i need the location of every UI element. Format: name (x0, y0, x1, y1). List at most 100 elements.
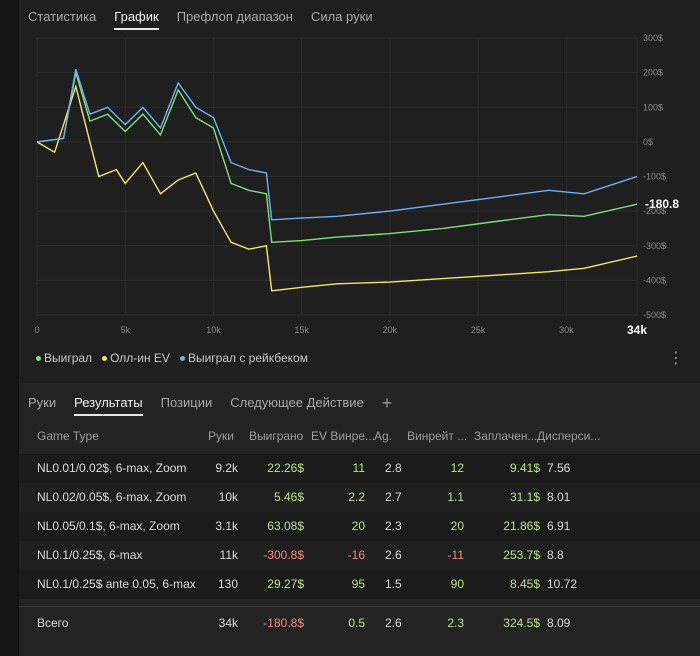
legend-item-rakeback[interactable]: Выиграл с рейкбеком (179, 351, 308, 365)
table-row[interactable]: NL0.02/0.05$, 6-max, Zoom 10k 5.46$ 2.2 … (19, 483, 700, 512)
col-game-type[interactable]: Game Type (37, 429, 99, 443)
cell-variance: 6.91 (547, 519, 571, 533)
cell-aggression: 2.3 (385, 519, 402, 533)
cell-won: 5.46$ (273, 490, 304, 504)
chart-grid (36, 37, 638, 316)
more-options-icon[interactable]: ⋮ (668, 350, 684, 367)
cell-ev-winrate: 2.2 (348, 490, 365, 504)
cell-hands: 3.1k (215, 519, 238, 533)
cell-game-type: NL0.1/0.25$, 6-max (37, 548, 143, 562)
cell-winrate: 20 (450, 519, 464, 533)
cell-paid: 324.5$ (503, 616, 540, 630)
tab-results[interactable]: Результаты (65, 389, 151, 417)
cell-winrate: 12 (450, 461, 464, 475)
winnings-chart: 300$200$100$0$-100$-200$-300$-400$-500$ … (34, 34, 679, 337)
series-line-1 (36, 83, 638, 292)
cell-won: -180.8$ (263, 616, 304, 630)
total-divider (19, 606, 700, 607)
x-tick-label: 25k (471, 325, 486, 335)
cell-winrate: -11 (447, 548, 464, 562)
legend-item-won[interactable]: Выиграл (36, 351, 92, 365)
cell-paid: 21.86$ (503, 519, 540, 533)
col-hands[interactable]: Руки (208, 429, 234, 443)
cell-game-type: NL0.1/0.25$ ante 0.05, 6-max (37, 577, 196, 591)
col-paid[interactable]: Заплачен... (474, 429, 538, 443)
cell-game-type: NL0.02/0.05$, 6-max, Zoom (37, 490, 187, 504)
table-row[interactable]: NL0.05/0.1$, 6-max, Zoom 3.1k 63.08$ 20 … (19, 512, 700, 541)
cell-hands: 10k (218, 490, 238, 504)
x-tick-label: 10k (206, 325, 221, 335)
y-axis-ticks: 300$ 200$ 100$ 0$ -100$ -200$ -300$ -400$ -500$ (643, 34, 666, 320)
x-tick-label: 5k (120, 325, 130, 335)
x-tick-label: 20k (383, 325, 398, 335)
graph-panel (19, 0, 700, 383)
table-header: Game Type Руки Выиграно EV Винре... Ag. … (19, 422, 700, 450)
chart-series (36, 68, 638, 292)
y-tick-label: -300$ (643, 241, 666, 251)
y-tick-label: 100$ (643, 102, 663, 112)
total-row[interactable]: Всего 34k -180.8$ 0.5 2.6 2.3 324.5$ 8.0… (19, 609, 700, 638)
cell-won: 63.08$ (267, 519, 304, 533)
cell-won: 22.26$ (267, 461, 304, 475)
cell-winrate: 90 (450, 577, 464, 591)
add-tab-icon[interactable]: + (381, 393, 393, 413)
x-tick-label: 30k (559, 325, 574, 335)
cell-ev-winrate: -16 (347, 548, 365, 562)
series-line-0 (36, 72, 638, 244)
cell-aggression: 2.6 (385, 616, 402, 630)
cell-paid: 253.7$ (503, 548, 540, 562)
x-axis-ticks: 0 5k 10k 15k 20k 25k 30k (34, 325, 574, 335)
tab-hand-strength[interactable]: Сила руки (310, 9, 373, 24)
col-variance[interactable]: Дисперси... (537, 429, 601, 443)
cell-ev-winrate: 0.5 (348, 616, 365, 630)
cell-variance: 8.01 (547, 490, 571, 504)
tab-statistics[interactable]: Статистика (28, 9, 97, 24)
col-ev-winrate[interactable]: EV Винре... (311, 429, 376, 443)
legend-label: Выиграл (44, 351, 93, 365)
cell-hands: 130 (217, 577, 238, 591)
cell-aggression: 1.5 (385, 577, 402, 591)
y-tick-label: -500$ (643, 310, 666, 320)
tab-graph[interactable]: График (105, 0, 167, 34)
cell-variance: 8.8 (547, 548, 564, 562)
cell-won: -300.8$ (263, 548, 304, 562)
table-row[interactable]: NL0.1/0.25$, 6-max 11k -300.8$ -16 2.6 -… (19, 541, 700, 570)
cell-ev-winrate: 11 (352, 461, 365, 475)
chart-legend: Выиграл Олл-ин EV Выиграл с рейкбеком (36, 351, 318, 365)
legend-dot-icon (36, 355, 41, 361)
tab-positions[interactable]: Позиции (160, 395, 213, 410)
legend-dot-icon (102, 355, 108, 361)
end-value-label: -180.8$ (645, 197, 679, 211)
table-row[interactable]: NL0.01/0.02$, 6-max, Zoom 9.2k 22.26$ 11… (19, 454, 700, 483)
cell-game-type: NL0.05/0.1$, 6-max, Zoom (37, 519, 180, 533)
cell-paid: 31.1$ (509, 490, 540, 504)
legend-label: Выиграл с рейкбеком (187, 351, 308, 365)
table-row[interactable]: NL0.1/0.25$ ante 0.05, 6-max 130 29.27$ … (19, 570, 700, 599)
results-table-body: NL0.01/0.02$, 6-max, Zoom 9.2k 22.26$ 11… (19, 454, 700, 599)
x-tick-label: 15k (294, 325, 309, 335)
cell-paid: 9.41$ (509, 461, 540, 475)
cell-aggression: 2.7 (385, 490, 402, 504)
x-tick-label: 0 (34, 325, 39, 335)
col-winrate[interactable]: Винрейт ... (407, 429, 468, 443)
tab-preflop-range[interactable]: Префлоп диапазон (176, 9, 293, 24)
tab-next-action[interactable]: Следующее Действие (230, 395, 364, 410)
cell-won: 29.27$ (267, 577, 304, 591)
cell-winrate: 2.3 (447, 616, 464, 630)
x-end-label: 34k (627, 323, 647, 337)
col-won[interactable]: Выиграно (249, 429, 304, 443)
y-tick-label: -100$ (643, 172, 666, 182)
series-line-2 (36, 68, 638, 221)
cell-variance: 7.56 (547, 461, 571, 475)
left-edge-strip (0, 0, 19, 656)
y-tick-label: 300$ (643, 34, 663, 43)
col-aggression[interactable]: Ag. (374, 429, 393, 443)
cell-ev-winrate: 20 (351, 519, 365, 533)
cell-hands: 34k (218, 616, 238, 630)
y-tick-label: -400$ (643, 275, 666, 285)
top-tabs: Статистика График Префлоп диапазон Сила … (19, 0, 382, 34)
tab-hands[interactable]: Руки (28, 395, 57, 410)
legend-item-allin-ev[interactable]: Олл-ин EV (102, 351, 170, 365)
legend-dot-icon (179, 355, 185, 361)
cell-winrate: 1.1 (447, 490, 464, 504)
